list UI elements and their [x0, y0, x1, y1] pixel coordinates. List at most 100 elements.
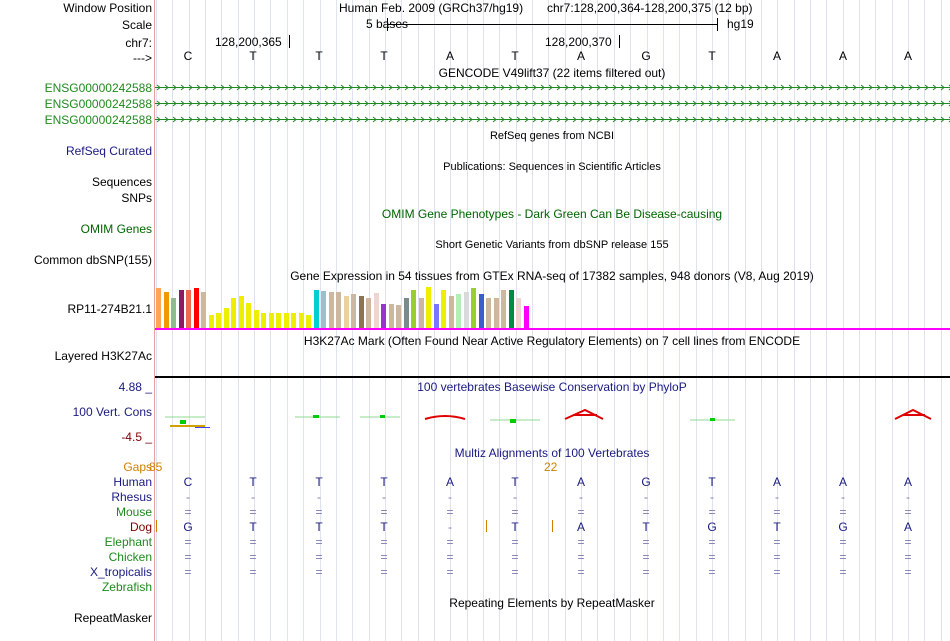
omim-label[interactable]: OMIM Genes	[80, 222, 152, 236]
alignment-base: G	[183, 520, 193, 534]
window-position-label: Window Position	[63, 1, 152, 15]
species-label[interactable]: Rhesus	[111, 490, 152, 504]
alignment-base: -	[186, 490, 190, 504]
gtex-tissue-bar[interactable]	[291, 313, 296, 328]
gtex-tissue-bar[interactable]	[396, 305, 401, 328]
gtex-tissue-bar[interactable]	[456, 294, 461, 328]
gtex-tissue-bar[interactable]	[216, 313, 221, 328]
gene-track-2[interactable]	[155, 100, 950, 107]
gtex-tissue-bar[interactable]	[276, 313, 281, 328]
gtex-tissue-bar[interactable]	[313, 290, 319, 328]
base-letter: T	[380, 49, 388, 63]
gtex-tissue-bar[interactable]	[366, 298, 371, 328]
alignment-base: T	[315, 520, 323, 534]
gtex-tissue-bar[interactable]	[388, 304, 394, 328]
gtex-tissue-bar[interactable]	[186, 290, 191, 328]
gtex-title[interactable]: Gene Expression in 54 tissues from GTEx …	[290, 269, 814, 283]
gtex-tissue-bar[interactable]	[223, 308, 229, 328]
alignment-base: =	[184, 565, 192, 579]
gtex-tissue-bar[interactable]	[171, 298, 176, 328]
gene-track-1[interactable]	[155, 84, 950, 91]
gtex-tissue-bar[interactable]	[486, 298, 491, 328]
gtex-tissue-bar[interactable]	[501, 290, 506, 328]
gtex-bar-chart[interactable]	[156, 284, 536, 328]
species-label[interactable]: Chicken	[108, 550, 152, 564]
cons-label[interactable]: 100 Vert. Cons	[72, 405, 152, 419]
gtex-tissue-bar[interactable]	[426, 287, 431, 328]
gtex-tissue-bar[interactable]	[178, 290, 184, 328]
gencode-title[interactable]: GENCODE V49lift37 (22 items filtered out…	[438, 66, 666, 80]
phylop-graph[interactable]	[155, 400, 950, 435]
gtex-tissue-bar[interactable]	[328, 292, 334, 328]
repeat-title[interactable]: Repeating Elements by RepeatMasker	[449, 596, 655, 610]
gaps-label[interactable]: Gaps	[123, 460, 152, 474]
gtex-tissue-bar[interactable]	[156, 288, 161, 328]
species-label[interactable]: Human	[113, 475, 152, 489]
gene-label-3[interactable]: ENSG00000242588	[44, 113, 152, 127]
gtex-tissue-bar[interactable]	[448, 296, 454, 328]
h3k27-title[interactable]: H3K27Ac Mark (Often Found Near Active Re…	[303, 334, 801, 348]
refseq-title[interactable]: RefSeq genes from NCBI	[489, 130, 615, 142]
gtex-tissue-bar[interactable]	[343, 296, 349, 328]
gtex-tissue-bar[interactable]	[411, 290, 416, 328]
phylop-title[interactable]: 100 vertebrates Basewise Conservation by…	[417, 380, 687, 394]
gtex-tissue-bar[interactable]	[373, 293, 379, 328]
gtex-tissue-bar[interactable]	[298, 313, 304, 328]
gtex-tissue-bar[interactable]	[321, 291, 326, 328]
label-separator	[154, 0, 155, 641]
repeat-label[interactable]: RepeatMasker	[73, 611, 152, 625]
gene-label-2[interactable]: ENSG00000242588	[44, 97, 152, 111]
species-label[interactable]: Dog	[129, 520, 152, 534]
alignment-base: G	[838, 520, 848, 534]
gtex-tissue-bar[interactable]	[306, 315, 311, 328]
gtex-tissue-bar[interactable]	[508, 290, 514, 328]
base-letter: A	[772, 49, 781, 63]
gtex-tissue-bar[interactable]	[231, 298, 236, 328]
gtex-tissue-bar[interactable]	[261, 313, 266, 328]
gene-label-1[interactable]: ENSG00000242588	[44, 81, 152, 95]
alignment-base: =	[380, 550, 388, 564]
gtex-tissue-bar[interactable]	[283, 313, 289, 328]
dbsnp-title[interactable]: Short Genetic Variants from dbSNP releas…	[435, 239, 669, 251]
gtex-tissue-bar[interactable]	[463, 292, 469, 328]
gtex-tissue-bar[interactable]	[471, 288, 476, 328]
multiz-title[interactable]: Multiz Alignments of 100 Vertebrates	[454, 446, 650, 460]
gtex-tissue-bar[interactable]	[201, 292, 206, 328]
gene-track-3[interactable]	[155, 116, 950, 123]
alignment-base: -	[775, 490, 779, 504]
gtex-tissue-bar[interactable]	[268, 313, 274, 328]
gtex-tissue-bar[interactable]	[441, 290, 446, 328]
dbsnp-label[interactable]: Common dbSNP(155)	[33, 253, 152, 267]
species-label[interactable]: Mouse	[115, 505, 152, 519]
gtex-tissue-bar[interactable]	[516, 298, 521, 328]
gtex-tissue-bar[interactable]	[238, 296, 244, 328]
gtex-tissue-bar[interactable]	[208, 315, 214, 328]
gtex-tissue-bar[interactable]	[493, 298, 499, 328]
gtex-tissue-bar[interactable]	[193, 288, 199, 328]
gtex-tissue-bar[interactable]	[163, 292, 169, 328]
pubs-title[interactable]: Publications: Sequences in Scientific Ar…	[443, 161, 661, 173]
h3k27-label[interactable]: Layered H3K27Ac	[54, 349, 152, 363]
refseq-label[interactable]: RefSeq Curated	[65, 144, 152, 158]
gtex-tissue-bar[interactable]	[478, 294, 484, 328]
gtex-tissue-bar[interactable]	[246, 303, 251, 328]
gtex-tissue-bar[interactable]	[523, 306, 529, 328]
gtex-tissue-bar[interactable]	[336, 292, 341, 328]
sequences-label[interactable]: Sequences	[91, 175, 152, 189]
gtex-tissue-bar[interactable]	[403, 298, 409, 328]
species-label[interactable]: Elephant	[104, 535, 152, 549]
gtex-label[interactable]: RP11-274B21.1	[67, 302, 152, 316]
omim-title[interactable]: OMIM Gene Phenotypes - Dark Green Can Be…	[381, 207, 723, 221]
alignment-base: =	[773, 535, 781, 549]
snps-label[interactable]: SNPs	[121, 191, 152, 205]
species-label[interactable]: Zebrafish	[101, 580, 152, 594]
gtex-tissue-bar[interactable]	[253, 310, 259, 328]
gtex-tissue-bar[interactable]	[351, 294, 356, 328]
species-label[interactable]: X_tropicalis	[89, 565, 152, 579]
gtex-tissue-bar[interactable]	[358, 296, 364, 328]
gtex-tissue-bar[interactable]	[381, 304, 386, 328]
gtex-tissue-bar[interactable]	[433, 304, 439, 328]
alignment-base: -	[841, 490, 845, 504]
gtex-tissue-bar[interactable]	[418, 298, 424, 328]
